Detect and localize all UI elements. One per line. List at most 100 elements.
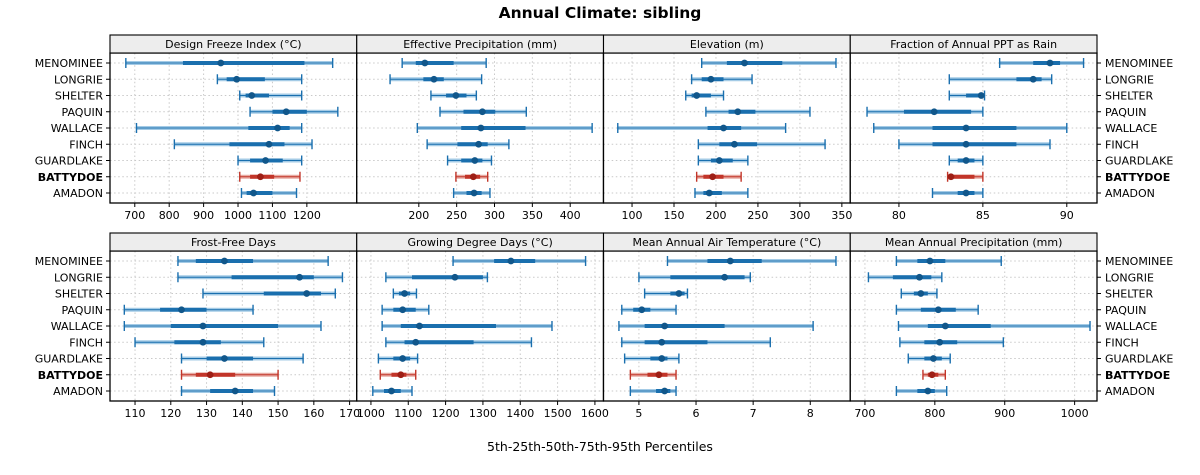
median-dot (217, 59, 225, 67)
axis-tick-label: 250 (446, 209, 467, 222)
axis-tick-label: 350 (831, 209, 852, 222)
axis-tick-label: 7 (750, 407, 757, 420)
median-dot (962, 124, 970, 132)
median-dot (475, 140, 483, 148)
median-dot (199, 338, 207, 346)
series-row-guardlake (907, 353, 951, 364)
series-row-longrie (948, 74, 1053, 85)
row-label-finch: FINCH (1105, 138, 1139, 151)
series-row-guardlake (180, 353, 304, 364)
median-dot (199, 322, 207, 330)
median-dot (962, 189, 970, 197)
axis-tick-label: 5 (635, 407, 642, 420)
panel-frost-free-days: 110 120 130 140 150 160 170 Frost-Free Days MENO… (35, 232, 360, 420)
series-row-wallace (873, 123, 1068, 133)
axis-tick-label: 130 (196, 407, 217, 420)
series-row-wallace (897, 321, 1091, 331)
median-dot (705, 189, 713, 197)
median-dot (430, 75, 438, 83)
median-dot (930, 355, 937, 362)
series-row-amadon (629, 386, 677, 396)
row-label-menominee: MENOMINEE (35, 57, 103, 70)
row-label-guardlake: GUARDLAKE (35, 155, 103, 168)
median-dot (478, 108, 486, 116)
panel-title: Mean Annual Precipitation (mm) (885, 236, 1062, 249)
median-dot (452, 92, 460, 99)
axis-tick-label: 700 (854, 407, 875, 420)
series-row-guardlake (237, 155, 303, 166)
axis-tick-label: 90 (1060, 209, 1074, 222)
chart-title: Annual Climate: sibling (498, 4, 702, 22)
axis-tick-label: 250 (747, 209, 768, 222)
panel-fraction-of-annual-ppt-as-rain: 80 85 90 Fraction of Annual PPT as Rain MENO… (849, 34, 1173, 222)
panel-elevation-m: 100 150 200 250 300 350 Elevation (m) (602, 34, 852, 222)
series-row-longrie (177, 272, 344, 283)
median-dot (947, 173, 955, 181)
series-row-battydoe (922, 369, 947, 380)
series-row-longrie (216, 74, 303, 85)
axis-tick-label: 8 (807, 407, 814, 420)
median-dot (262, 157, 269, 164)
series-row-longrie (690, 74, 753, 85)
median-dot (231, 387, 239, 395)
series-row-shelter (239, 90, 303, 101)
series-row-amadon (694, 188, 749, 198)
median-dot (477, 124, 485, 132)
series-row-amadon (452, 188, 491, 198)
series-row-menominee (700, 58, 837, 68)
x-axis-label: 5th-25th-50th-75th-95th Percentiles (487, 439, 713, 454)
row-label-shelter: SHELTER (55, 288, 103, 301)
axis-tick-label: 120 (160, 407, 181, 420)
axis-tick-label: 1400 (506, 407, 534, 420)
median-dot (221, 355, 228, 362)
series-row-wallace (135, 123, 303, 133)
median-dot (741, 59, 748, 67)
series-row-paquin (895, 304, 979, 315)
row-label-guardlake: GUARDLAKE (1105, 155, 1173, 168)
row-label-wallace: WALLACE (1105, 122, 1157, 135)
series-row-battydoe (379, 369, 417, 380)
median-dot (388, 387, 395, 395)
series-row-guardlake (697, 155, 749, 166)
median-dot (1046, 59, 1054, 67)
row-label-amadon: AMADON (53, 187, 103, 200)
median-dot (658, 355, 666, 362)
series-row-shelter (392, 288, 418, 299)
median-dot (693, 92, 701, 99)
axis-tick-label: 700 (124, 209, 145, 222)
panel-title: Growing Degree Days (°C) (407, 236, 552, 249)
series-row-shelter (685, 90, 725, 101)
series-row-menominee (666, 256, 837, 266)
row-label-wallace: WALLACE (51, 320, 103, 333)
series-row-battydoe (695, 171, 742, 182)
series-row-finch (134, 337, 265, 348)
row-label-guardlake: GUARDLAKE (35, 353, 103, 366)
median-dot (720, 124, 727, 132)
median-dot (731, 140, 738, 148)
median-dot (256, 173, 264, 181)
axis-tick-label: 1200 (293, 209, 321, 222)
median-dot (399, 355, 407, 362)
row-label-finch: FINCH (69, 336, 103, 349)
series-row-paquin (249, 106, 339, 117)
series-row-amadon (895, 386, 948, 396)
panel-mean-annual-air-temperature-c: 5 6 7 8 Mean Annual Air Temperature (°C) (602, 232, 851, 420)
median-dot (916, 273, 923, 281)
axis-tick-label: 1200 (432, 407, 460, 420)
median-dot (655, 371, 663, 379)
row-label-finch: FINCH (1105, 336, 1139, 349)
row-label-longrie: LONGRIE (54, 271, 103, 284)
row-label-longrie: LONGRIE (1105, 271, 1154, 284)
row-label-shelter: SHELTER (1105, 90, 1153, 103)
panel-effective-precipitation-mm: 200 250 300 350 400 Effective Precipitation (… (356, 34, 605, 222)
row-label-longrie: LONGRIE (1105, 73, 1154, 86)
median-dot (924, 387, 932, 395)
axis-tick-label: 1300 (469, 407, 497, 420)
row-label-shelter: SHELTER (1105, 288, 1153, 301)
series-row-menominee (177, 256, 329, 266)
row-label-battydoe: BATTYDOE (38, 171, 103, 184)
series-row-paquin (439, 106, 527, 117)
median-dot (451, 273, 459, 281)
panel-title: Elevation (m) (690, 38, 764, 51)
median-dot (178, 306, 185, 314)
